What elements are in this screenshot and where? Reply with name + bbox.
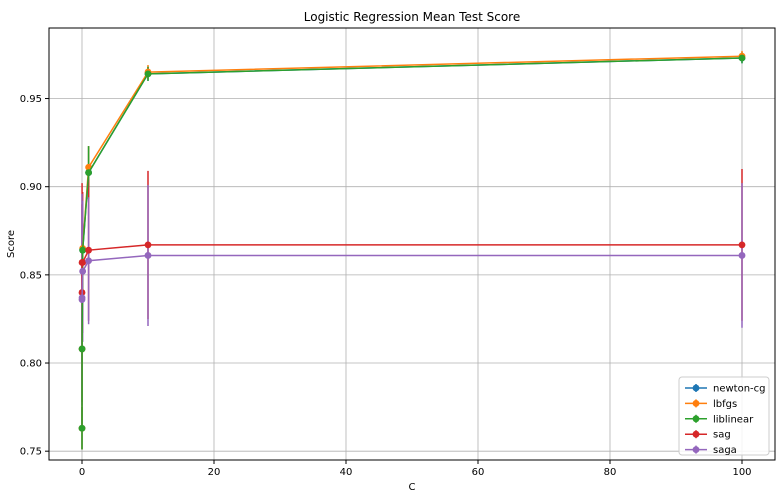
plot-frame <box>48 27 776 461</box>
x-tick-label: 40 <box>340 467 353 478</box>
x-axis-label: C <box>409 482 416 493</box>
grid <box>49 28 775 460</box>
y-tick-label: 0.85 <box>20 270 42 281</box>
legend-label-sag: sag <box>713 430 731 441</box>
data-point-liblinear <box>78 424 86 432</box>
series-lines <box>78 52 746 432</box>
y-tick-label: 0.90 <box>20 182 42 193</box>
data-point-liblinear <box>79 246 87 254</box>
series-line-saga <box>81 254 742 300</box>
data-point-liblinear <box>78 345 86 353</box>
data-point-saga <box>79 267 87 275</box>
legend-label-liblinear: liblinear <box>713 414 754 425</box>
y-axis-ticks: 0.75 0.80 0.85 0.90 0.95 <box>20 94 49 458</box>
x-tick-label: 20 <box>208 467 221 478</box>
data-point-sag <box>738 241 746 249</box>
series-line-sag <box>81 244 742 293</box>
data-point-saga <box>78 294 86 302</box>
x-tick-label: 80 <box>604 467 617 478</box>
data-point-saga <box>738 252 746 259</box>
series-line-liblinear <box>81 57 743 429</box>
chart-title: Logistic Regression Mean Test Score <box>304 10 521 24</box>
data-point-saga <box>144 252 152 259</box>
x-tick-label: 60 <box>472 467 485 478</box>
legend-label-newton-cg: newton-cg <box>713 384 766 395</box>
data-point-saga <box>85 257 92 265</box>
x-axis-ticks: 0 20 40 60 80 100 <box>79 460 752 478</box>
y-axis-label: Score <box>6 230 17 258</box>
x-tick-label: 100 <box>732 467 751 478</box>
legend-label-lbfgs: lbfgs <box>713 399 737 410</box>
legend-frame <box>678 376 770 456</box>
x-tick-label: 0 <box>79 467 85 478</box>
data-point-sag <box>144 241 152 249</box>
data-point-liblinear <box>85 169 92 176</box>
legend-label-saga: saga <box>713 445 737 456</box>
series-line-lbfgs <box>81 55 743 429</box>
data-point-sag <box>79 259 87 266</box>
y-tick-label: 0.80 <box>20 359 42 370</box>
error-bars <box>81 50 743 450</box>
legend: newton-cg lbfgs liblinear sag saga <box>678 376 770 456</box>
data-point-liblinear <box>144 70 152 78</box>
y-tick-label: 0.95 <box>20 94 42 105</box>
y-tick-label: 0.75 <box>20 447 42 458</box>
series-line-newton-cg <box>81 57 743 429</box>
data-point-liblinear <box>738 54 746 62</box>
data-point-sag <box>85 246 92 254</box>
